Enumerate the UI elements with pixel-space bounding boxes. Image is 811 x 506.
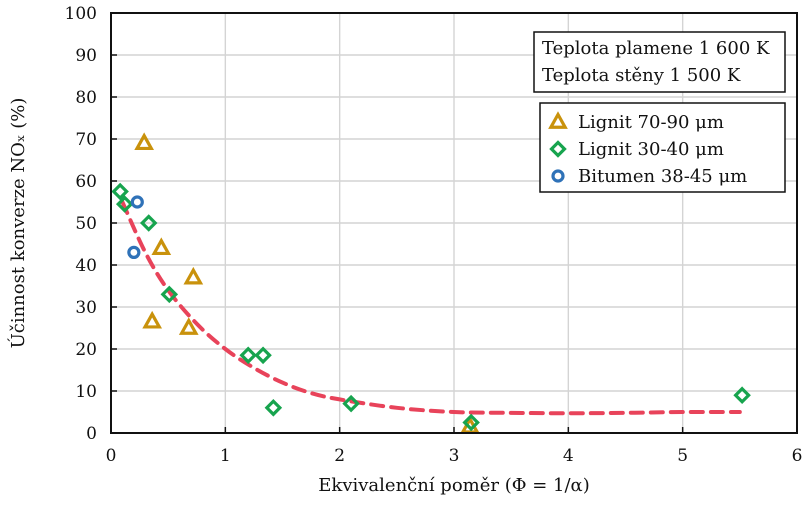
legend-label-2: Lignit 30-40 μm xyxy=(578,139,724,160)
point-diamond-4 xyxy=(160,285,179,304)
trend-line xyxy=(120,200,742,416)
legend-label-3: Bitumen 38-45 μm xyxy=(578,166,747,187)
point-triangle-3 xyxy=(151,237,172,256)
point-triangle-1 xyxy=(134,132,155,151)
y-tick-label: 10 xyxy=(75,382,97,402)
data-points xyxy=(111,132,751,434)
info-box: Teplota plamene 1 600 K Teplota stěny 1 … xyxy=(533,31,786,93)
point-triangle-5 xyxy=(183,266,204,285)
legend-marker-triangle xyxy=(548,111,568,129)
info-line-wall-temperature: Teplota stěny 1 500 K xyxy=(542,65,741,86)
x-tick-label: 3 xyxy=(449,446,460,466)
point-diamond-1 xyxy=(111,182,129,201)
point-diamond-8 xyxy=(342,394,360,413)
point-diamond-2 xyxy=(115,195,134,213)
y-tick-label: 20 xyxy=(75,340,97,360)
x-tick-label: 6 xyxy=(792,446,803,466)
legend-marker-diamond xyxy=(549,140,567,158)
y-axis-ticks: 0 10 20 30 40 50 60 70 80 90 100 xyxy=(65,4,117,444)
legend-frame xyxy=(539,102,786,193)
y-tick-label: 60 xyxy=(75,172,97,192)
y-tick-label: 70 xyxy=(75,130,97,150)
point-diamond-10 xyxy=(733,386,751,404)
y-axis-label: Účinnost konverze NOₓ (%) xyxy=(6,98,29,349)
point-diamond-3 xyxy=(139,214,158,232)
y-tick-label: 40 xyxy=(75,256,97,276)
y-tick-label: 50 xyxy=(75,214,97,234)
x-tick-label: 0 xyxy=(106,446,117,466)
y-tick-label: 80 xyxy=(75,88,97,108)
point-diamond-7 xyxy=(264,399,283,417)
x-tick-label: 5 xyxy=(677,446,688,466)
info-line-flame-temperature: Teplota plamene 1 600 K xyxy=(542,38,770,59)
legend-marker-circle xyxy=(551,169,565,183)
y-tick-label: 90 xyxy=(75,46,97,66)
x-axis-label: Ekvivalenční poměr (Φ = 1/α) xyxy=(318,475,589,496)
x-tick-label: 2 xyxy=(334,446,345,466)
point-triangle-4 xyxy=(178,317,199,335)
point-diamond-6 xyxy=(254,346,272,365)
x-axis-ticks: 0 1 2 3 4 5 6 xyxy=(106,427,803,466)
trend-line-group xyxy=(120,200,742,416)
point-circle-1 xyxy=(127,245,141,259)
y-tick-label: 30 xyxy=(75,298,97,318)
x-tick-label: 1 xyxy=(220,446,231,466)
x-tick-label: 4 xyxy=(563,446,574,466)
point-diamond-9 xyxy=(462,413,480,432)
y-tick-label: 0 xyxy=(86,424,97,444)
legend-label-1: Lignit 70-90 μm xyxy=(578,112,724,133)
point-diamond-5 xyxy=(239,346,257,365)
point-triangle-2 xyxy=(142,310,163,329)
y-tick-label: 100 xyxy=(65,4,97,24)
legend: Lignit 70-90 μm Lignit 30-40 μm Bitumen 38… xyxy=(539,102,786,193)
point-circle-2 xyxy=(130,195,144,209)
